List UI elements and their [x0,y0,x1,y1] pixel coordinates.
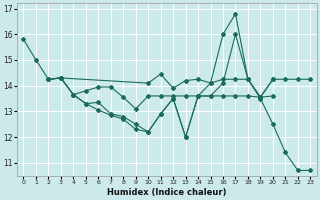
X-axis label: Humidex (Indice chaleur): Humidex (Indice chaleur) [107,188,227,197]
